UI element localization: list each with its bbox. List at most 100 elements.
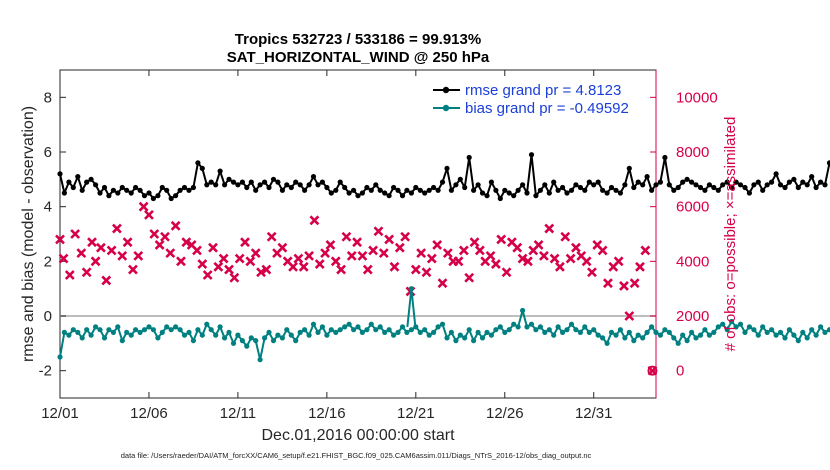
rmse-point [604, 190, 610, 196]
obs-marker-stroke-b [544, 223, 555, 234]
bias-point [66, 332, 72, 338]
bias-point [288, 332, 294, 338]
bias-point [115, 324, 121, 330]
rmse-point [155, 193, 161, 199]
rmse-point [586, 179, 592, 185]
rmse-point [809, 174, 815, 180]
rmse-point [386, 193, 392, 199]
obs-assimilated-marker [544, 223, 555, 234]
bias-point [204, 321, 210, 327]
bias-point [257, 357, 263, 363]
obs-marker-stroke-b [138, 201, 149, 212]
rmse-point [769, 179, 775, 185]
obs-marker-stroke-b [512, 242, 523, 253]
obs-assimilated-marker [128, 264, 138, 275]
rmse-point [253, 187, 259, 193]
bias-point [106, 327, 112, 333]
bias-point [693, 335, 699, 341]
obs-assimilated-marker [352, 237, 363, 248]
obs-marker-stroke-b [533, 240, 544, 250]
bias-point [764, 329, 770, 335]
bias-point [826, 327, 830, 333]
obs-assimilated-marker [512, 242, 523, 253]
rmse-point [551, 179, 557, 185]
bias-point [520, 307, 526, 314]
bias-point [462, 335, 468, 341]
obs-marker-stroke-b [597, 245, 608, 256]
obs-marker-stroke-b [474, 245, 485, 256]
rmse-point [737, 182, 744, 188]
bias-point [70, 327, 76, 333]
y-right-tick-label: 10000 [676, 89, 718, 106]
obs-marker-stroke-b [421, 267, 432, 278]
bias-point [466, 327, 472, 333]
rmse-point [471, 187, 477, 193]
obs-marker-stroke-b [587, 267, 597, 278]
rmse-point [764, 182, 770, 188]
rmse-point [199, 165, 205, 171]
rmse-point [649, 187, 655, 193]
y-right-tick-label: 0 [676, 363, 684, 380]
rmse-point [351, 187, 357, 193]
obs-assimilated-marker [170, 220, 181, 231]
bias-point [791, 332, 797, 338]
rmse-point [342, 184, 348, 191]
bias-point [61, 329, 67, 335]
rmse-point [497, 195, 503, 202]
rmse-point [359, 190, 365, 196]
bias-point [408, 286, 414, 292]
rmse-point [693, 182, 699, 188]
rmse-point [493, 187, 499, 193]
rmse-point [657, 179, 664, 185]
obs-assimilated-marker [304, 250, 314, 261]
obs-marker-stroke-b [400, 231, 411, 242]
bias-point [208, 327, 214, 333]
rmse-point [608, 184, 615, 191]
bias-point [711, 329, 717, 335]
rmse-point [577, 184, 584, 191]
rmse-point [675, 184, 681, 191]
legend-rmse-marker [442, 86, 450, 94]
bias-point [422, 327, 428, 333]
bias-point [124, 329, 130, 335]
rmse-point [275, 179, 281, 185]
obs-marker-stroke-b [90, 256, 101, 267]
obs-assimilated-marker [160, 231, 170, 242]
rmse-point [813, 184, 819, 191]
rmse-point [479, 190, 486, 196]
y-right-tick-label: 6000 [676, 199, 709, 216]
obs-assimilated-marker [70, 229, 81, 239]
rmse-point [511, 193, 517, 199]
bias-point [795, 338, 801, 344]
bias-point [435, 324, 441, 330]
obs-assimilated-marker [581, 256, 592, 267]
obs-marker-stroke-b [70, 229, 81, 239]
obs-assimilated-marker [410, 264, 421, 275]
rmse-point [159, 184, 165, 191]
rmse-point [560, 184, 566, 191]
obs-assimilated-marker [624, 311, 635, 321]
y-left-tick-label: 4 [44, 199, 52, 216]
bias-point [346, 321, 352, 327]
obs-marker-stroke-b [501, 267, 512, 278]
obs-assimilated-marker [90, 256, 101, 267]
bias-point [595, 332, 601, 338]
bias-point [319, 324, 325, 330]
rmse-point [826, 160, 830, 166]
bias-point [729, 318, 735, 325]
bias-point [101, 335, 108, 341]
rmse-point [555, 187, 561, 193]
obs-assimilated-marker [55, 234, 65, 245]
bias-point [546, 327, 552, 333]
rmse-point [373, 182, 379, 188]
bias-point [293, 338, 299, 344]
rmse-point [66, 179, 72, 185]
obs-assimilated-marker [400, 231, 411, 242]
obs-marker-stroke-b [352, 237, 363, 248]
bias-point [146, 324, 152, 330]
obs-assimilated-marker [437, 278, 448, 289]
bias-point [475, 329, 481, 335]
rmse-point [177, 187, 183, 193]
rmse-point [702, 187, 708, 193]
rmse-point [457, 176, 463, 182]
